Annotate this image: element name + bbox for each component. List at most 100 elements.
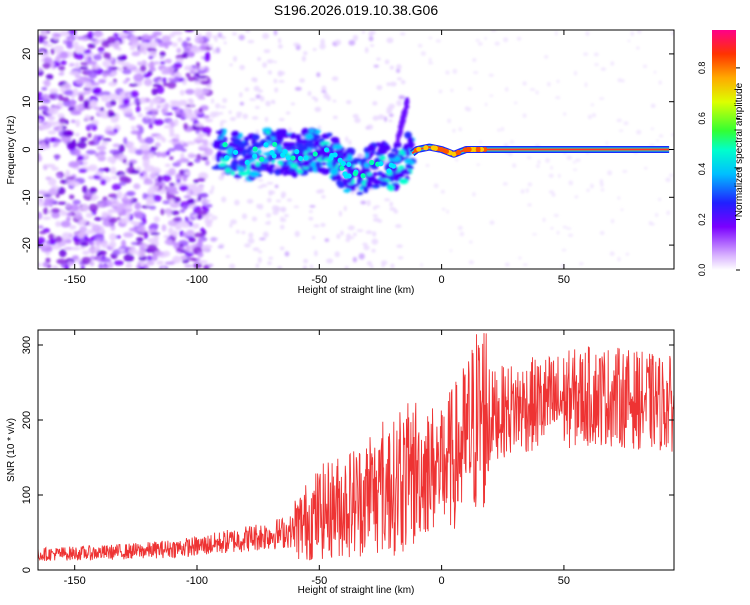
spectrogram-cell bbox=[450, 88, 454, 93]
spectrogram-cell bbox=[64, 119, 69, 125]
spectrogram-cell bbox=[164, 43, 169, 49]
spectrogram-cell bbox=[187, 51, 195, 58]
spectrogram-cell bbox=[169, 126, 175, 135]
spectrogram-cell bbox=[170, 79, 179, 83]
spectrogram-cell bbox=[260, 184, 268, 188]
spectrogram-cell bbox=[129, 35, 139, 44]
spectrogram-cell bbox=[469, 240, 473, 244]
spectrogram-cell bbox=[201, 126, 212, 134]
spectrogram-cell bbox=[332, 115, 338, 119]
spectrogram-cell bbox=[130, 130, 141, 135]
spectrogram-cell bbox=[201, 199, 211, 204]
spectrogram-cell bbox=[60, 60, 67, 66]
spectrogram-cell bbox=[108, 112, 117, 117]
spectrogram-cell bbox=[87, 43, 96, 49]
spectrogram-cell bbox=[503, 37, 509, 43]
spectrogram-cell bbox=[352, 232, 357, 237]
spectrogram-cell bbox=[637, 30, 642, 34]
spectrogram-cell bbox=[185, 141, 196, 145]
spectrogram-cell bbox=[86, 60, 98, 65]
spectrogram-cell bbox=[222, 98, 228, 103]
spectrogram-cell bbox=[211, 185, 215, 192]
spectrogram-cell bbox=[130, 90, 139, 98]
spectrogram-cell bbox=[277, 44, 283, 49]
spectrogram-cell bbox=[165, 150, 171, 156]
spectrogram-cell bbox=[176, 247, 182, 252]
spectrogram-cell bbox=[103, 51, 109, 59]
spectrogram-cell bbox=[161, 266, 166, 269]
spectrogram-cell bbox=[395, 68, 401, 73]
spectrogram-cell bbox=[345, 238, 351, 242]
spectrogram-cell bbox=[320, 161, 328, 166]
spectrogram-cell bbox=[197, 240, 203, 248]
spectrogram-cell bbox=[137, 113, 144, 118]
spectrogram-cell bbox=[179, 220, 188, 225]
spectrogram-cell bbox=[125, 210, 131, 219]
snr-xtick-label: -50 bbox=[311, 575, 327, 587]
spectrogram-cell bbox=[279, 129, 288, 136]
spectrogram-cell bbox=[104, 168, 111, 173]
spectrogram-xtick-label: -150 bbox=[64, 274, 86, 286]
ridge-spot bbox=[416, 146, 422, 152]
spectrogram-cell bbox=[43, 57, 53, 64]
spectrogram-cell bbox=[80, 241, 89, 247]
spectrogram-cell bbox=[149, 99, 154, 108]
spectrogram-cell bbox=[111, 183, 122, 191]
spectrogram-cell bbox=[621, 79, 625, 83]
spectrogram-cell bbox=[332, 99, 337, 103]
spectrogram-cell bbox=[146, 260, 155, 266]
ridge-spot bbox=[303, 155, 309, 161]
spectrogram-cell bbox=[216, 47, 220, 50]
spectrogram-cell bbox=[389, 174, 394, 183]
spectrogram-cell bbox=[527, 203, 532, 207]
spectrogram-cell bbox=[566, 227, 572, 230]
spectrogram-cell bbox=[107, 65, 113, 74]
snr-xtick-label: -100 bbox=[186, 575, 208, 587]
spectrogram-cell bbox=[211, 215, 218, 221]
spectrogram-cell bbox=[243, 136, 249, 141]
spectrogram-cell bbox=[366, 261, 373, 266]
spectrogram-cell bbox=[384, 116, 388, 123]
spectrogram-cell bbox=[255, 263, 260, 269]
spectrogram-cell bbox=[273, 30, 278, 36]
ridge-spot bbox=[346, 173, 352, 179]
spectrogram-cell bbox=[350, 190, 355, 195]
spectrogram-cell bbox=[280, 207, 287, 212]
spectrogram-cell bbox=[38, 236, 46, 244]
spectrogram-cell bbox=[274, 130, 281, 135]
spectrogram-cell bbox=[41, 86, 48, 91]
spectrogram-cell bbox=[290, 145, 297, 151]
spectrogram-cell bbox=[198, 107, 203, 113]
spectrogram-cell bbox=[320, 222, 326, 227]
spectrogram-cell bbox=[358, 253, 365, 260]
spectrogram-cell bbox=[215, 164, 220, 169]
spectrogram-cell bbox=[120, 217, 130, 224]
spectrogram-cell bbox=[294, 86, 302, 91]
spectrogram-cell bbox=[371, 238, 379, 245]
spectrogram-cell bbox=[393, 209, 399, 214]
snr-xtick-label: -150 bbox=[64, 575, 86, 587]
spectrogram-cell bbox=[309, 205, 316, 208]
spectrogram-cell bbox=[152, 31, 162, 36]
spectrogram-cell bbox=[101, 242, 109, 249]
spectrogram-cell bbox=[70, 110, 82, 116]
spectrogram-cell bbox=[156, 181, 166, 187]
spectrogram-cell bbox=[184, 30, 194, 33]
spectrogram-cell bbox=[45, 73, 54, 80]
spectrogram-ylabel: Frequency (Hz) bbox=[6, 116, 17, 185]
spectrogram-cell bbox=[334, 39, 342, 46]
spectrogram-cell bbox=[96, 145, 107, 151]
spectrogram-cell bbox=[122, 158, 127, 164]
spectrogram-cell bbox=[428, 61, 434, 65]
spectrogram-cell bbox=[475, 39, 480, 42]
spectrogram-cell bbox=[229, 222, 233, 228]
spectrogram-cell bbox=[161, 224, 167, 232]
spectrogram-cell bbox=[167, 219, 178, 227]
spectrogram-cell bbox=[171, 42, 178, 48]
spectrogram-cell bbox=[166, 185, 178, 193]
spectrogram-cell bbox=[230, 161, 238, 169]
spectrogram-cell bbox=[159, 51, 166, 57]
spectrogram-cell bbox=[38, 111, 42, 117]
spectrogram-cell bbox=[311, 96, 317, 100]
spectrogram-cell bbox=[194, 158, 201, 163]
